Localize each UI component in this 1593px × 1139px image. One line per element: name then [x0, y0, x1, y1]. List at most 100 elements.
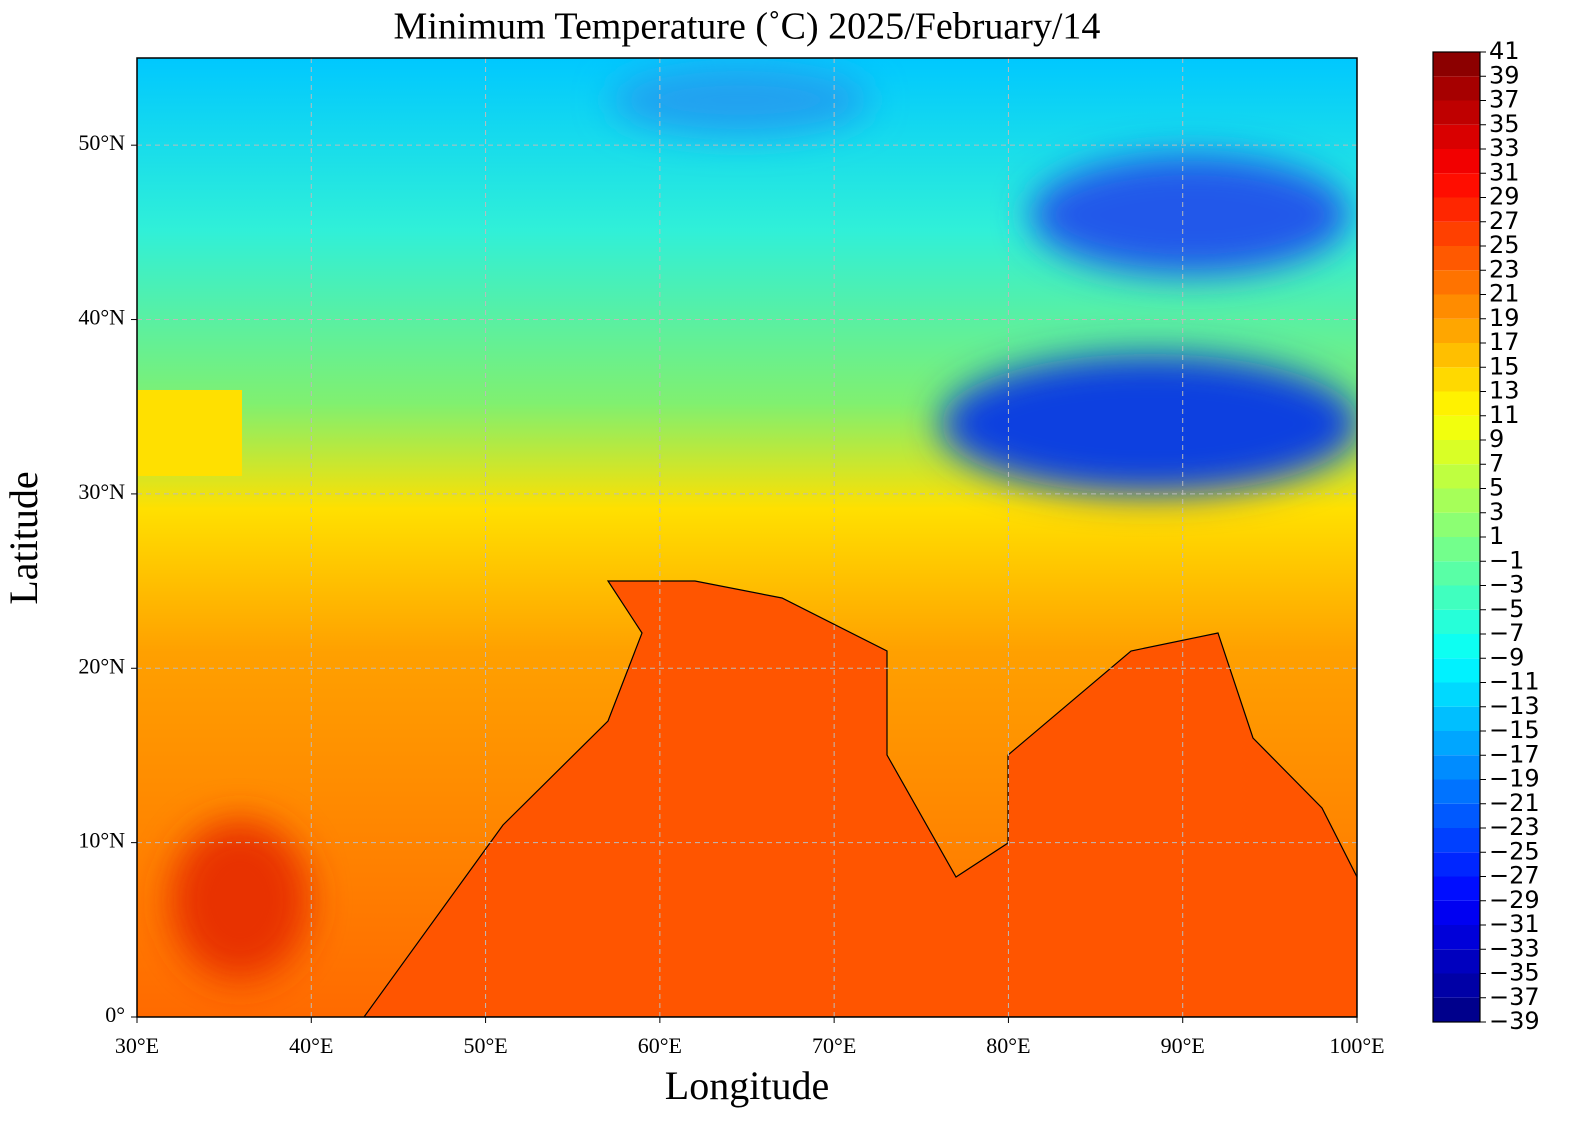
- colorbar-band: [1433, 124, 1480, 149]
- colorbar-tick-label: 41: [1489, 37, 1520, 65]
- colorbar-tick-label: −1: [1489, 546, 1524, 574]
- x-tick-label: 100°E: [1329, 1033, 1384, 1058]
- y-tick-label: 0°: [105, 1002, 125, 1027]
- colorbar-tick-label: 27: [1489, 207, 1520, 235]
- cold-region: [1030, 155, 1350, 275]
- colorbar-tick-label: 15: [1489, 352, 1520, 380]
- colorbar-band: [1433, 561, 1480, 586]
- y-tick-label: 50°N: [78, 130, 125, 155]
- colorbar-tick-label: 1: [1489, 522, 1504, 550]
- colorbar-tick-label: 39: [1489, 61, 1520, 89]
- colorbar-frame: [1432, 51, 1481, 1023]
- colorbar-band: [1433, 731, 1480, 756]
- colorbar-band: [1433, 876, 1480, 901]
- colorbar-band: [1433, 779, 1480, 804]
- colorbar-tick-label: −31: [1489, 910, 1540, 938]
- colorbar-tick-label: 3: [1489, 498, 1504, 526]
- y-tick-label: 20°N: [78, 653, 125, 678]
- temperature-field: [137, 58, 1357, 1017]
- colorbar-band: [1433, 391, 1480, 416]
- x-tick-label: 30°E: [115, 1033, 159, 1058]
- ocean: [363, 580, 1357, 1017]
- colorbar-tick-label: −39: [1489, 1007, 1540, 1035]
- colorbar-tick-label: −13: [1489, 692, 1540, 720]
- colorbar-tick-label: −35: [1489, 959, 1540, 987]
- colorbar-tick-label: −27: [1489, 862, 1540, 890]
- cool-region: [610, 65, 870, 135]
- colorbar-band: [1433, 634, 1480, 659]
- colorbar-tick-label: −19: [1489, 765, 1540, 793]
- colorbar-band: [1433, 852, 1480, 877]
- colorbar-tick-label: −23: [1489, 813, 1540, 841]
- colorbar-band: [1433, 755, 1480, 780]
- colorbar-band: [1433, 658, 1480, 683]
- colorbar-tick-label: −15: [1489, 716, 1540, 744]
- colorbar-band: [1433, 464, 1480, 489]
- colorbar-tick-label: −3: [1489, 571, 1524, 599]
- colorbar-tick-label: 21: [1489, 280, 1520, 308]
- colorbar-band: [1433, 682, 1480, 707]
- y-tick-label: 40°N: [78, 305, 125, 330]
- x-tick-label: 60°E: [638, 1033, 682, 1058]
- colorbar-tick-label: −29: [1489, 886, 1540, 914]
- colorbar-tick-label: −37: [1489, 983, 1540, 1011]
- x-tick-label: 90°E: [1161, 1033, 1205, 1058]
- colorbar-band: [1433, 900, 1480, 925]
- colorbar-tick-label: 35: [1489, 110, 1520, 138]
- colorbar-band: [1433, 270, 1480, 295]
- colorbar-tick-label: −7: [1489, 619, 1524, 647]
- x-tick-label: 40°E: [289, 1033, 333, 1058]
- colorbar-band: [1433, 173, 1480, 198]
- colorbar-band: [1433, 803, 1480, 828]
- colorbar-band: [1433, 585, 1480, 610]
- chart-title: Minimum Temperature (˚C) 2025/February/1…: [394, 6, 1101, 48]
- colorbar-tick-label: −25: [1489, 837, 1540, 865]
- colorbar-tick-label: 13: [1489, 377, 1520, 405]
- colorbar-tick-label: 23: [1489, 255, 1520, 283]
- x-tick-label: 70°E: [812, 1033, 856, 1058]
- colorbar-band: [1433, 318, 1480, 343]
- y-axis-label: Latitude: [1, 471, 46, 604]
- colorbar-tick-label: −21: [1489, 789, 1540, 817]
- plot-frame: [136, 57, 1358, 1018]
- colorbar-band: [1433, 949, 1480, 974]
- x-axis-label: Longitude: [665, 1063, 829, 1108]
- colorbar-band: [1433, 294, 1480, 319]
- colorbar-tick-label: 19: [1489, 304, 1520, 332]
- colorbar-band: [1433, 52, 1480, 77]
- colorbar-band: [1433, 100, 1480, 125]
- colorbar-tick-label: −33: [1489, 934, 1540, 962]
- colorbar-band: [1433, 415, 1480, 440]
- colorbar-band: [1433, 76, 1480, 101]
- colorbar-band: [1433, 609, 1480, 634]
- colorbar-tick-label: 31: [1489, 158, 1520, 186]
- colorbar-tick-label: 37: [1489, 86, 1520, 114]
- colorbar-band: [1433, 706, 1480, 731]
- colorbar-band: [1433, 343, 1480, 368]
- colorbar-band: [1433, 925, 1480, 950]
- colorbar-tick-label: 29: [1489, 183, 1520, 211]
- colorbar-tick-label: 7: [1489, 449, 1504, 477]
- colorbar-band: [1433, 828, 1480, 853]
- colorbar-band: [1433, 221, 1480, 246]
- colorbar-tick-label: −17: [1489, 740, 1540, 768]
- x-tick-label: 50°E: [463, 1033, 507, 1058]
- colorbar-tick-label: 17: [1489, 328, 1520, 356]
- colorbar-band: [1433, 537, 1480, 562]
- colorbar-band: [1433, 246, 1480, 271]
- y-tick-label: 10°N: [78, 828, 125, 853]
- warm-region: [170, 820, 310, 980]
- colorbar-tick-label: −11: [1489, 668, 1540, 696]
- colorbar-tick-label: 33: [1489, 134, 1520, 162]
- y-tick-label: 30°N: [78, 479, 125, 504]
- colorbar-tick-label: −9: [1489, 643, 1524, 671]
- colorbar-band: [1433, 367, 1480, 392]
- sea: [137, 390, 242, 476]
- colorbar-tick-label: 11: [1489, 401, 1520, 429]
- colorbar-tick-label: −5: [1489, 595, 1524, 623]
- colorbar-band: [1433, 149, 1480, 174]
- cold-region: [940, 354, 1357, 494]
- colorbar-band: [1433, 197, 1480, 222]
- x-tick-label: 80°E: [986, 1033, 1030, 1058]
